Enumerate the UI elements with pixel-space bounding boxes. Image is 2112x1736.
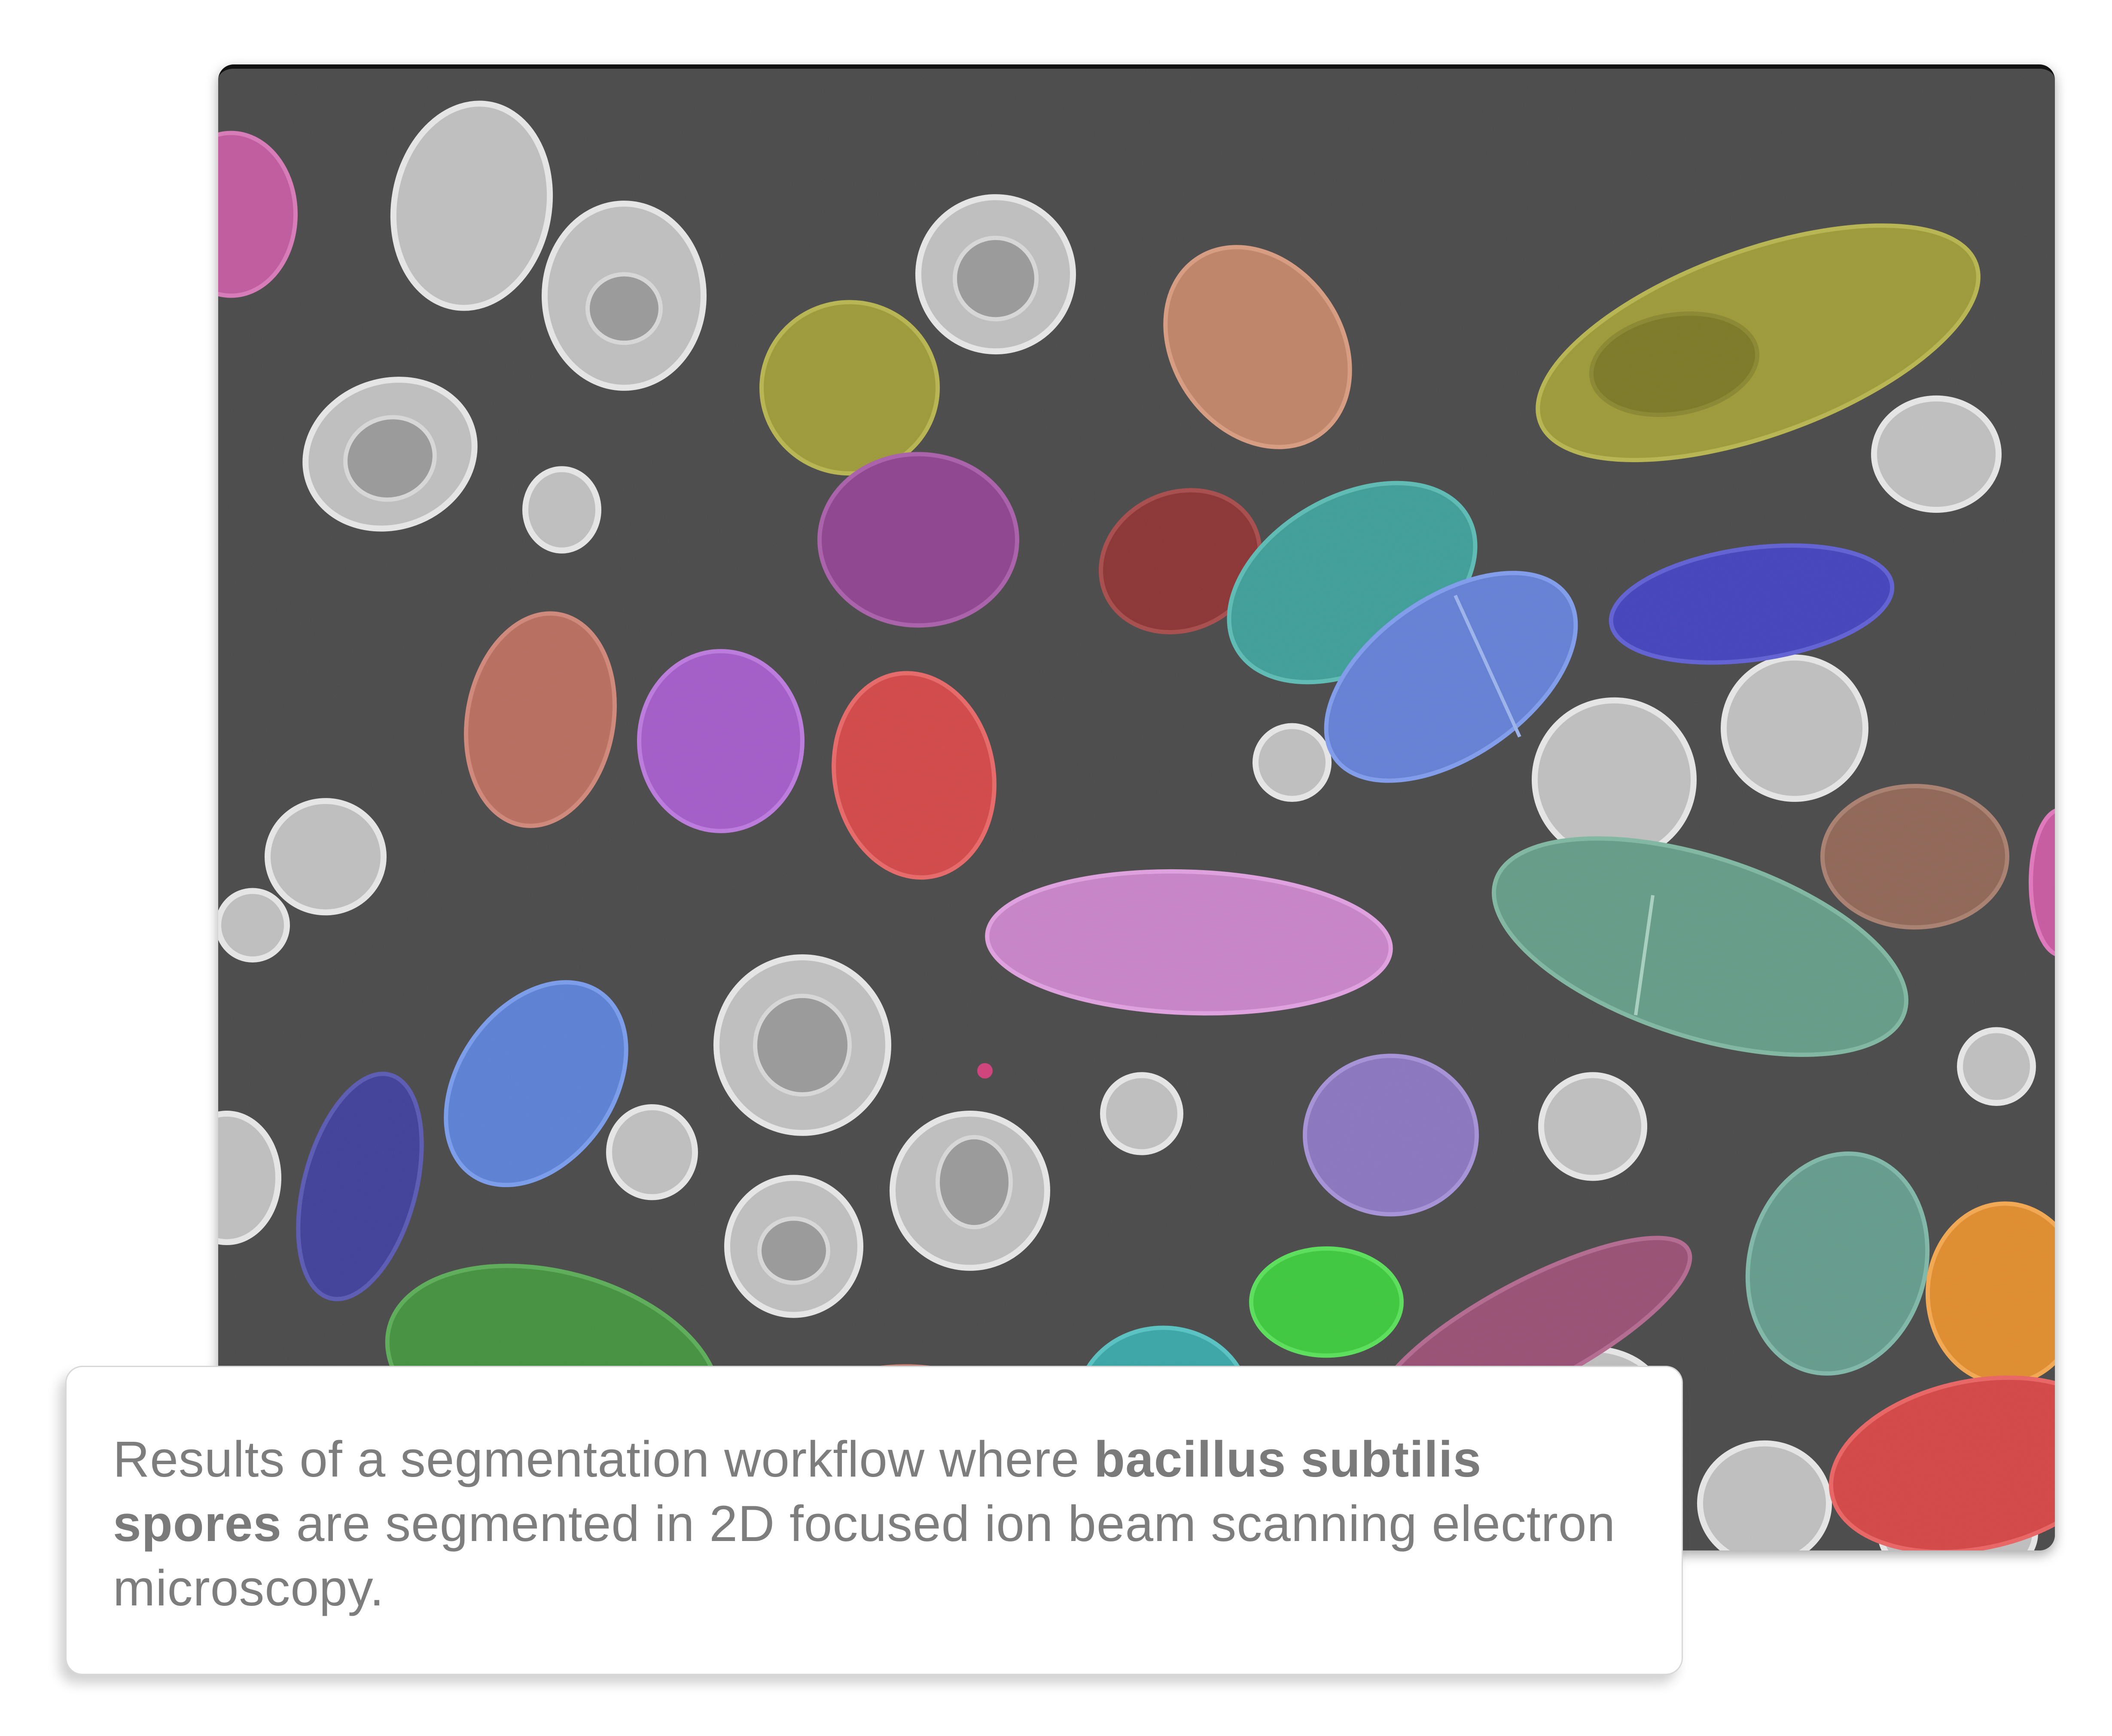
micrograph-svg: [218, 69, 2055, 1550]
caption-card: Results of a segmentation workflow where…: [65, 1366, 1683, 1675]
micrograph-grain: [218, 69, 2055, 1550]
caption-part-1: Results of a segmentation workflow where: [113, 1431, 1094, 1488]
caption-part-2: are segmented in 2D focused ion beam sca…: [113, 1495, 1616, 1617]
caption-bold-term: bacillus subtilis spores: [113, 1431, 1482, 1552]
caption-text: Results of a segmentation workflow where…: [113, 1427, 1659, 1620]
segmentation-image: [218, 64, 2055, 1550]
